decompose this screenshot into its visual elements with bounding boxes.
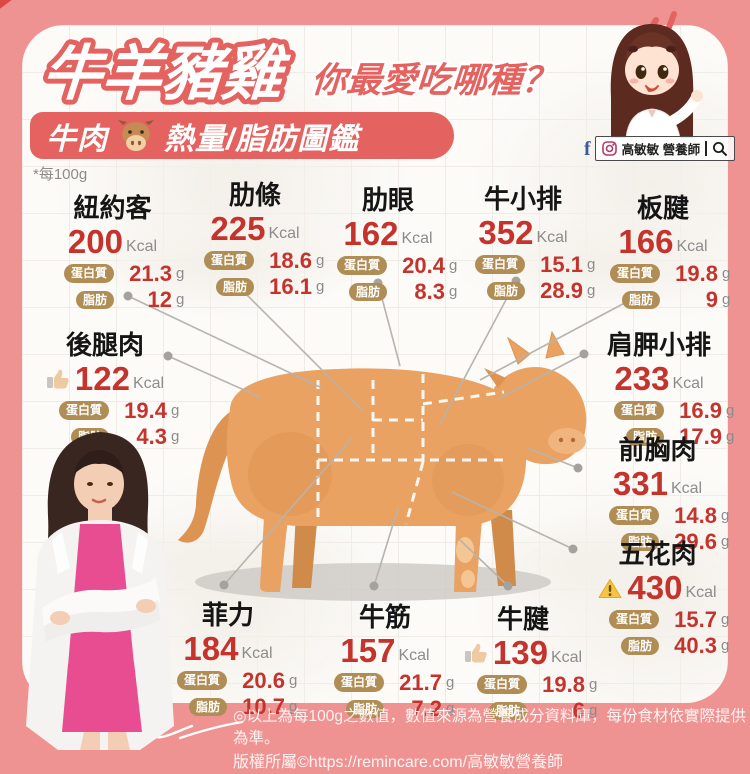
kcal-value: 200 <box>67 222 123 260</box>
cut-name: 牛小排 <box>483 184 562 214</box>
protein-pill: 蛋白質 <box>476 675 527 694</box>
title-main: 牛羊豬雞 <box>40 40 293 107</box>
cut-name: 肋條 <box>228 180 281 210</box>
warning-icon <box>598 578 622 599</box>
protein-pill: 蛋白質 <box>609 264 660 283</box>
cut-block-new-york-strip: 紐約客 200 Kcal 蛋白質 21.3 g 脂肪 12 g <box>35 193 190 312</box>
protein-pill: 蛋白質 <box>474 255 525 274</box>
protein-pill: 蛋白質 <box>613 401 664 420</box>
social-handle-box: 高敏敏 營養師 <box>594 136 735 161</box>
per-100g-note: *每100g <box>33 166 88 183</box>
search-icon <box>712 141 727 156</box>
kcal-value: 122 <box>74 359 130 397</box>
divider <box>705 141 707 156</box>
cut-block-rib-finger: 肋條 225 Kcal 蛋白質 18.6 g 脂肪 16.1 g <box>180 180 330 299</box>
nutritionist-avatar <box>610 24 703 139</box>
cut-name: 紐約客 <box>73 193 152 223</box>
cut-name: 五花肉 <box>618 539 697 569</box>
cut-name: 牛筋 <box>358 602 411 632</box>
footer-copyright: 版權所屬©https://remincare.com/高敏敏營養師 <box>233 753 564 771</box>
title-sub: 你最愛吃哪種？ <box>310 61 558 100</box>
instagram-icon <box>601 141 617 156</box>
page-title: 牛羊豬雞 你最愛吃哪種？ <box>35 30 628 119</box>
cut-block-brisket: 前胸肉 331 Kcal 蛋白質 14.8 g 脂肪 29.6 g <box>580 435 735 554</box>
fat-pill: 脂肪 <box>188 697 227 716</box>
fat-pill: 脂肪 <box>215 277 254 296</box>
social-bar: f 高敏敏 營養師 <box>584 136 735 161</box>
cut-block-short-rib: 牛小排 352 Kcal 蛋白質 15.1 g 脂肪 28.9 g <box>445 184 601 303</box>
cut-block-beef-shank: 牛腱 139 Kcal 蛋白質 19.8 g 脂肪 6 g <box>443 604 603 723</box>
subtitle-badge: 牛肉 熱量/脂肪圖鑑 <box>30 112 454 159</box>
cut-block-top-blade: 板腱 166 Kcal 蛋白質 19.8 g 脂肪 9 g <box>590 193 736 312</box>
thumbs-up-icon <box>46 368 70 390</box>
protein-pill: 蛋白質 <box>176 671 227 690</box>
cow-face-icon <box>118 119 154 151</box>
fat-pill: 脂肪 <box>345 699 384 718</box>
cut-name: 後腿肉 <box>65 330 144 360</box>
fat-pill: 脂肪 <box>486 281 525 300</box>
kcal-value: 157 <box>340 631 396 669</box>
nutritionist-photo <box>26 432 174 750</box>
cut-block-beef-belly: 五花肉 430 Kcal 蛋白質 15.7 g 脂肪 40.3 g <box>580 539 735 658</box>
fat-pill: 脂肪 <box>75 290 114 309</box>
cut-name: 肋眼 <box>361 185 414 215</box>
badge-left-label: 牛肉 <box>46 122 108 156</box>
fat-pill: 脂肪 <box>621 290 660 309</box>
cut-name: 板腱 <box>636 193 689 223</box>
title-text: 牛羊豬雞 你最愛吃哪種？ <box>35 35 561 112</box>
kcal-value: 225 <box>210 209 266 247</box>
protein-pill: 蛋白質 <box>63 264 114 283</box>
kcal-value: 139 <box>492 633 548 671</box>
fat-pill: 脂肪 <box>488 701 527 720</box>
kcal-value: 233 <box>614 359 670 397</box>
protein-pill: 蛋白質 <box>333 673 384 692</box>
fat-pill: 脂肪 <box>620 636 659 655</box>
fat-pill: 脂肪 <box>620 532 659 551</box>
cut-name: 菲力 <box>201 600 254 630</box>
fat-pill: 脂肪 <box>625 427 664 446</box>
cut-name: 牛腱 <box>496 604 549 634</box>
thumbs-up-icon <box>464 642 488 664</box>
cut-name: 前胸肉 <box>618 435 697 465</box>
footer-text: ◎以上為每100g之數值，數值來源為營養成分資料庫，每份食材依實際提供為準。 版… <box>233 706 750 774</box>
kcal-value: 352 <box>478 213 534 251</box>
footer-note: ◎以上為每100g之數值，數值來源為營養成分資料庫，每份食材依實際提供為準。 <box>233 708 747 748</box>
facebook-icon: f <box>584 137 591 160</box>
kcal-value: 331 <box>612 464 668 502</box>
cut-block-tenderloin: 菲力 184 Kcal 蛋白質 20.6 g 脂肪 10.7 g <box>153 600 303 719</box>
kcal-value: 430 <box>627 568 683 606</box>
cut-name: 肩胛小排 <box>606 330 711 360</box>
cut-block-ribeye: 肋眼 162 Kcal 蛋白質 20.4 g 脂肪 8.3 g <box>313 185 463 304</box>
kcal-value: 162 <box>343 214 399 252</box>
kcal-value: 166 <box>618 222 674 260</box>
protein-pill: 蛋白質 <box>203 251 254 270</box>
kcal-value: 184 <box>183 629 239 667</box>
protein-pill: 蛋白質 <box>608 610 659 629</box>
corner-decoration <box>0 0 18 18</box>
protein-pill: 蛋白質 <box>58 401 109 420</box>
badge-right-label: 熱量/脂肪圖鑑 <box>164 122 360 156</box>
fat-pill: 脂肪 <box>348 282 387 301</box>
social-handle-label: 高敏敏 營養師 <box>621 143 701 157</box>
cut-block-chuck-short-rib: 肩胛小排 233 Kcal 蛋白質 16.9 g 脂肪 17.9 g <box>606 330 735 449</box>
protein-pill: 蛋白質 <box>336 256 387 275</box>
cut-block-beef-tendon: 牛筋 157 Kcal 蛋白質 21.7 g 脂肪 7.2 g <box>310 602 460 721</box>
protein-pill: 蛋白質 <box>608 506 659 525</box>
cow-illustration <box>178 330 587 601</box>
